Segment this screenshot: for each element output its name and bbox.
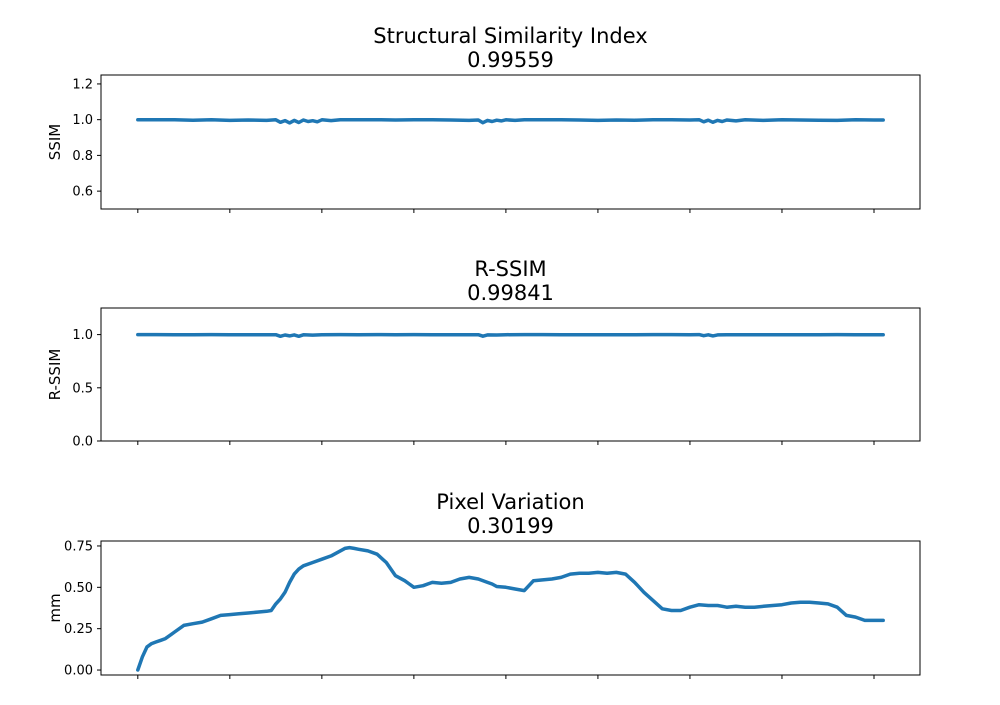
ssim-title: Structural Similarity Index	[373, 24, 647, 48]
rssim-ytick-label: 1.0	[72, 328, 93, 343]
pixel-variation-score: 0.30199	[467, 514, 554, 538]
ssim-series-line	[136, 117, 885, 125]
ssim-ylabel: SSIM	[46, 124, 64, 160]
rssim-axes-frame	[100, 307, 921, 442]
pixel-variation-title: Pixel Variation	[436, 490, 584, 514]
ssim-ytick-label: 0.6	[72, 185, 93, 200]
ssim-ytick-label: 1.0	[72, 113, 93, 128]
rssim-ytick-label: 0.0	[72, 435, 93, 450]
pixel-variation-ytick-label: 0.00	[64, 664, 93, 679]
pixel-variation-ytick-label: 0.50	[64, 581, 93, 596]
pixel-variation-ytick-label: 0.25	[64, 622, 93, 637]
rssim-ylabel: R-SSIM	[46, 349, 64, 401]
pixel-variation-axes-frame	[100, 540, 921, 676]
ssim-score: 0.99559	[467, 48, 554, 72]
pixel-variation-ytick-label: 0.75	[64, 539, 93, 554]
rssim-series-line	[136, 332, 885, 339]
ssim-ytick-label: 0.8	[72, 149, 93, 164]
pixel-variation-series-line	[136, 545, 885, 672]
pixel-variation-ylabel: mm	[46, 593, 64, 622]
rssim-title: R-SSIM	[474, 257, 546, 281]
rssim-ytick-label: 0.5	[72, 381, 93, 396]
rssim-score: 0.99841	[467, 281, 554, 305]
ssim-axes-frame	[100, 74, 921, 210]
ssim-ytick-label: 1.2	[72, 77, 93, 92]
